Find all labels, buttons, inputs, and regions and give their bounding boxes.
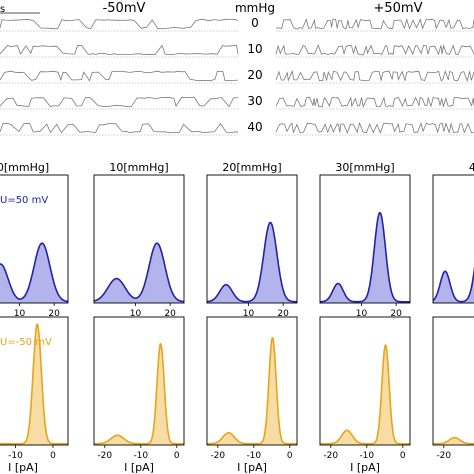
histogram-panel-minus50-0: -10 0 U=-50 mV I [pA] xyxy=(0,316,69,474)
axes-frame xyxy=(319,316,411,446)
pressure-label-20: 20 xyxy=(247,68,262,82)
density-line xyxy=(207,221,298,303)
x-tick-label: -20 xyxy=(210,451,225,461)
axes-frame xyxy=(93,316,185,446)
x-tick-label: 0 xyxy=(287,451,293,461)
histogram-panel-minus50-3: -20 -10 0 I [pA] xyxy=(319,316,411,474)
x-tick-label: 20 xyxy=(277,309,289,319)
histogram-panel-minus50-4: -20I xyxy=(432,316,474,461)
x-axis-label: I [pA] xyxy=(350,461,380,474)
current-trace-left-4 xyxy=(0,122,239,134)
x-tick-label: -20 xyxy=(436,451,451,461)
density-area xyxy=(320,212,410,303)
current-trace-right-1 xyxy=(275,44,474,56)
voltage-annotation: U=50 mV xyxy=(0,195,48,206)
axes-frame xyxy=(93,174,185,304)
panel-title: 30[mmHg] xyxy=(335,161,394,174)
current-trace-left-2 xyxy=(0,70,239,82)
current-trace-right-0 xyxy=(275,18,474,30)
density-area xyxy=(0,243,68,303)
x-tick-label: -10 xyxy=(246,451,261,461)
panel-title: 20[mmHg] xyxy=(222,161,281,174)
current-trace-left-1 xyxy=(0,44,239,56)
axes-frame xyxy=(0,316,69,446)
panel-title: 0[mmHg] xyxy=(0,161,49,174)
histogram-panel-minus50-1: -20 -10 0 I [pA] xyxy=(93,316,185,474)
pressure-label-0: 0 xyxy=(251,16,259,30)
histogram-panel-plus50-2: 10 20 20[mmHg] xyxy=(206,161,298,319)
x-tick-label: -10 xyxy=(8,451,23,461)
histogram-panel-plus50-1: 10 20 10[mmHg] xyxy=(93,161,185,319)
x-tick-label: 10 xyxy=(243,309,255,319)
histogram-panel-plus50-3: 10 20 30[mmHg] xyxy=(319,161,411,319)
panel-title: 10[mmHg] xyxy=(109,161,168,174)
density-line xyxy=(320,211,410,303)
pressure-label-40: 40 xyxy=(247,120,262,134)
density-line xyxy=(93,242,185,303)
x-tick-label: 20 xyxy=(164,309,176,319)
x-tick-label: 10 xyxy=(14,309,26,319)
right-voltage-label: +50mV xyxy=(374,1,423,16)
x-tick-label: 10 xyxy=(130,309,142,319)
density-line xyxy=(433,436,474,445)
density-area xyxy=(94,243,184,303)
x-tick-label: 20 xyxy=(390,309,402,319)
histogram-panel-minus50-2: -20 -10 0 I [pA] xyxy=(206,316,298,474)
scale-bar-label: s xyxy=(0,4,5,15)
density-line xyxy=(207,336,297,445)
axes-frame xyxy=(432,174,474,304)
density-line xyxy=(432,266,474,303)
density-line xyxy=(320,344,410,445)
axes-frame xyxy=(206,316,298,446)
x-tick-label: -10 xyxy=(133,451,148,461)
x-tick-label: 0 xyxy=(400,451,406,461)
density-area xyxy=(207,222,297,303)
single-channel-traces xyxy=(0,18,474,136)
x-tick-label: 20 xyxy=(48,309,60,319)
current-trace-right-2 xyxy=(275,69,474,83)
density-area xyxy=(433,271,474,303)
density-line xyxy=(0,322,68,445)
density-line xyxy=(94,342,184,445)
histogram-panel-plus50-0: 10 20 0[mmHg] U=50 mV xyxy=(0,161,69,319)
density-area xyxy=(207,337,297,445)
axes-frame xyxy=(432,316,474,446)
x-tick-label: 0 xyxy=(174,451,180,461)
x-tick-label: -10 xyxy=(359,451,374,461)
pressure-label-30: 30 xyxy=(247,94,262,108)
histogram-panels: 10 20 0[mmHg] U=50 mV 10 20 10[mmHg] 10 20 20[mmH… xyxy=(0,161,474,474)
current-trace-right-3 xyxy=(275,96,474,109)
axes-frame xyxy=(0,174,69,304)
current-trace-left-0 xyxy=(0,18,239,30)
left-voltage-label: -50mV xyxy=(103,1,146,16)
current-trace-left-3 xyxy=(0,96,239,108)
panel-title: 40[ xyxy=(469,161,474,174)
current-trace-right-4 xyxy=(275,121,474,134)
pressure-unit-label: mmHg xyxy=(235,1,275,15)
density-area xyxy=(94,343,184,445)
histogram-panel-plus50-4: 40[ xyxy=(432,161,474,304)
density-line xyxy=(0,242,69,303)
x-axis-label: I [pA] xyxy=(124,461,154,474)
x-tick-label: 0 xyxy=(50,451,56,461)
density-area xyxy=(433,437,474,445)
x-tick-label: -20 xyxy=(323,451,338,461)
pressure-label-10: 10 xyxy=(247,42,262,56)
axes-frame xyxy=(319,174,411,304)
voltage-annotation: U=-50 mV xyxy=(0,337,52,348)
density-area xyxy=(320,345,410,445)
x-tick-label: -20 xyxy=(97,451,112,461)
x-axis-label: I [pA] xyxy=(8,461,38,474)
x-tick-label: 10 xyxy=(356,309,368,319)
x-axis-label: I [pA] xyxy=(237,461,267,474)
axes-frame xyxy=(206,174,298,304)
density-area xyxy=(0,324,68,445)
